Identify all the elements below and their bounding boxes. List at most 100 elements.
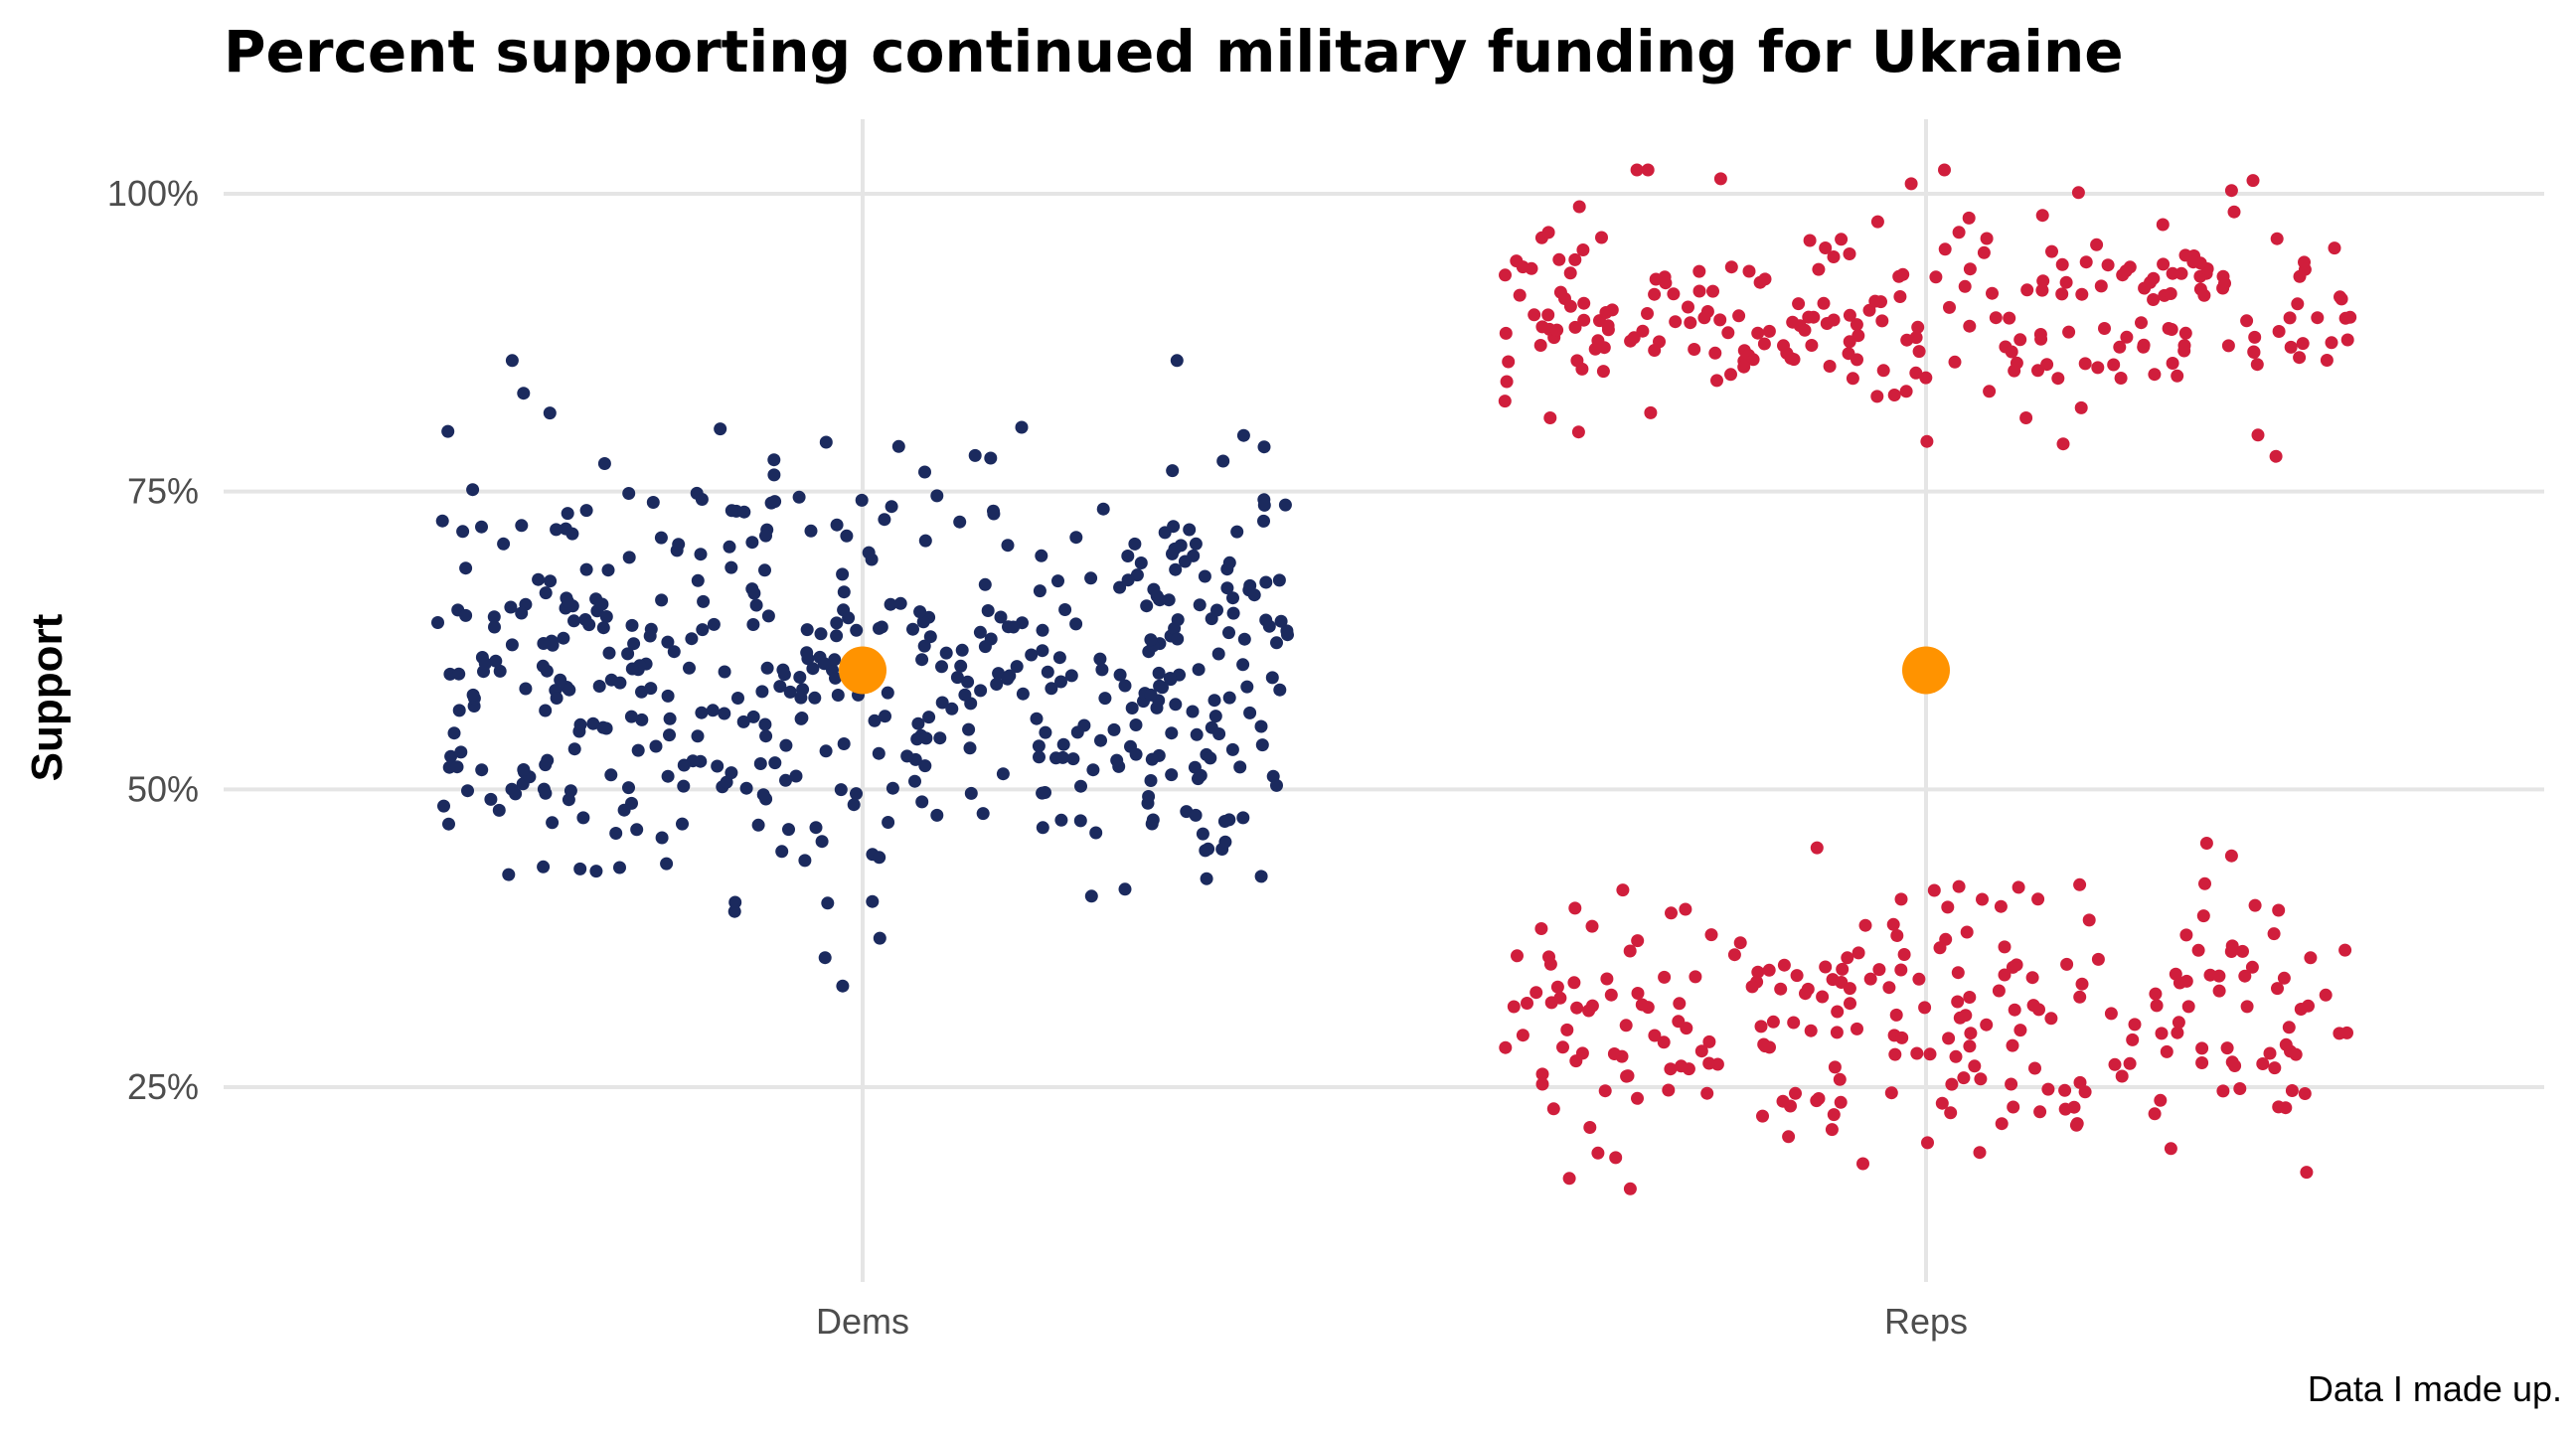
scatter-point (2034, 332, 2048, 346)
scatter-point (2155, 1027, 2169, 1040)
scatter-point (625, 662, 639, 676)
scatter-point (2212, 984, 2226, 998)
scatter-point (546, 816, 560, 830)
scatter-point (933, 731, 947, 745)
scatter-point (1585, 919, 1599, 933)
scatter-point (1265, 671, 1279, 685)
scatter-point (918, 534, 932, 548)
scatter-point (1888, 1047, 1902, 1061)
scatter-point (1635, 998, 1649, 1012)
scatter-point (452, 704, 466, 717)
scatter-point (724, 504, 738, 518)
scatter-point (622, 487, 636, 500)
scatter-point (621, 647, 635, 661)
scatter-point (492, 803, 506, 817)
scatter-point (1516, 260, 1530, 274)
scatter-point (1630, 163, 1644, 177)
scatter-point (1833, 1072, 1847, 1086)
scatter-point (1673, 997, 1687, 1011)
scatter-point (1648, 344, 1662, 357)
scatter-point (731, 692, 744, 705)
scatter-point (1976, 892, 1989, 906)
scatter-point (1563, 266, 1577, 280)
scatter-point (504, 600, 518, 614)
scatter-point (1732, 309, 1746, 323)
scatter-point (1983, 385, 1997, 398)
scatter-point (1963, 991, 1977, 1004)
scatter-point (1217, 815, 1231, 828)
scatter-point (767, 468, 781, 482)
scatter-point (961, 675, 975, 689)
scatter-point (2319, 988, 2333, 1002)
scatter-point (1001, 539, 1015, 553)
scatter-point (1751, 965, 1765, 979)
scatter-point (1892, 269, 1906, 283)
scatter-point (1511, 949, 1524, 963)
scatter-point (1998, 940, 2012, 954)
scatter-point (1129, 718, 1143, 731)
scatter-point (2311, 311, 2325, 325)
y-axis-label: Support (23, 613, 72, 781)
scatter-point (809, 821, 823, 835)
scatter-point (1604, 988, 1618, 1002)
scatter-point (2012, 880, 2025, 894)
scatter-point (1577, 313, 1591, 327)
scatter-point (1963, 262, 1977, 276)
scatter-point (724, 766, 738, 780)
scatter-point (1667, 287, 1681, 301)
scatter-point (2195, 1041, 2209, 1055)
scatter-point (2233, 1082, 2247, 1095)
scatter-point (677, 758, 691, 772)
scatter-point (579, 504, 593, 518)
scatter-point (747, 586, 761, 600)
scatter-point (550, 692, 564, 705)
scatter-point (576, 811, 590, 825)
scatter-point (1631, 987, 1645, 1000)
scatter-point (1226, 591, 1239, 605)
scatter-point (891, 439, 905, 453)
scatter-point (2126, 1033, 2140, 1046)
scatter-point (2013, 333, 2027, 347)
scatter-point (695, 493, 709, 506)
scatter-point (962, 722, 976, 736)
scatter-point (1575, 362, 1589, 376)
scatter-point (1900, 333, 1914, 347)
scatter-point (1169, 698, 1183, 712)
scatter-point (1222, 556, 1236, 569)
scatter-point (755, 685, 769, 699)
scatter-point (1096, 502, 1110, 516)
scatter-point (2154, 1093, 2168, 1107)
scatter-point (1254, 719, 1268, 733)
scatter-point (746, 618, 760, 631)
scatter-point (2171, 1026, 2184, 1039)
scatter-point (1828, 1060, 1842, 1074)
scatter-point (1216, 454, 1230, 468)
scatter-point (488, 620, 501, 634)
scatter-point (563, 683, 576, 697)
scatter-point (978, 640, 992, 654)
scatter-point (1247, 588, 1261, 602)
scatter-point (1745, 980, 1759, 994)
scatter-point (630, 823, 644, 837)
scatter-point (745, 536, 759, 550)
scatter-point (831, 689, 845, 702)
scatter-point (868, 714, 882, 727)
scatter-point (1831, 1005, 1845, 1019)
scatter-point (968, 448, 982, 462)
scatter-point (2171, 369, 2184, 383)
scatter-point (974, 684, 988, 698)
scatter-point (2104, 1007, 2118, 1021)
scatter-point (1212, 727, 1226, 740)
scatter-point (550, 523, 564, 537)
scatter-point (1211, 647, 1225, 661)
scatter-point (1929, 270, 1943, 284)
scatter-point (1669, 315, 1683, 329)
scatter-point (2156, 218, 2170, 232)
scatter-point (1713, 313, 1727, 327)
scatter-point (2071, 186, 2085, 200)
scatter-point (661, 689, 675, 703)
scatter-point (1852, 946, 1865, 960)
scatter-point (2227, 205, 2241, 219)
scatter-point (1036, 821, 1049, 835)
scatter-point (2051, 372, 2065, 386)
